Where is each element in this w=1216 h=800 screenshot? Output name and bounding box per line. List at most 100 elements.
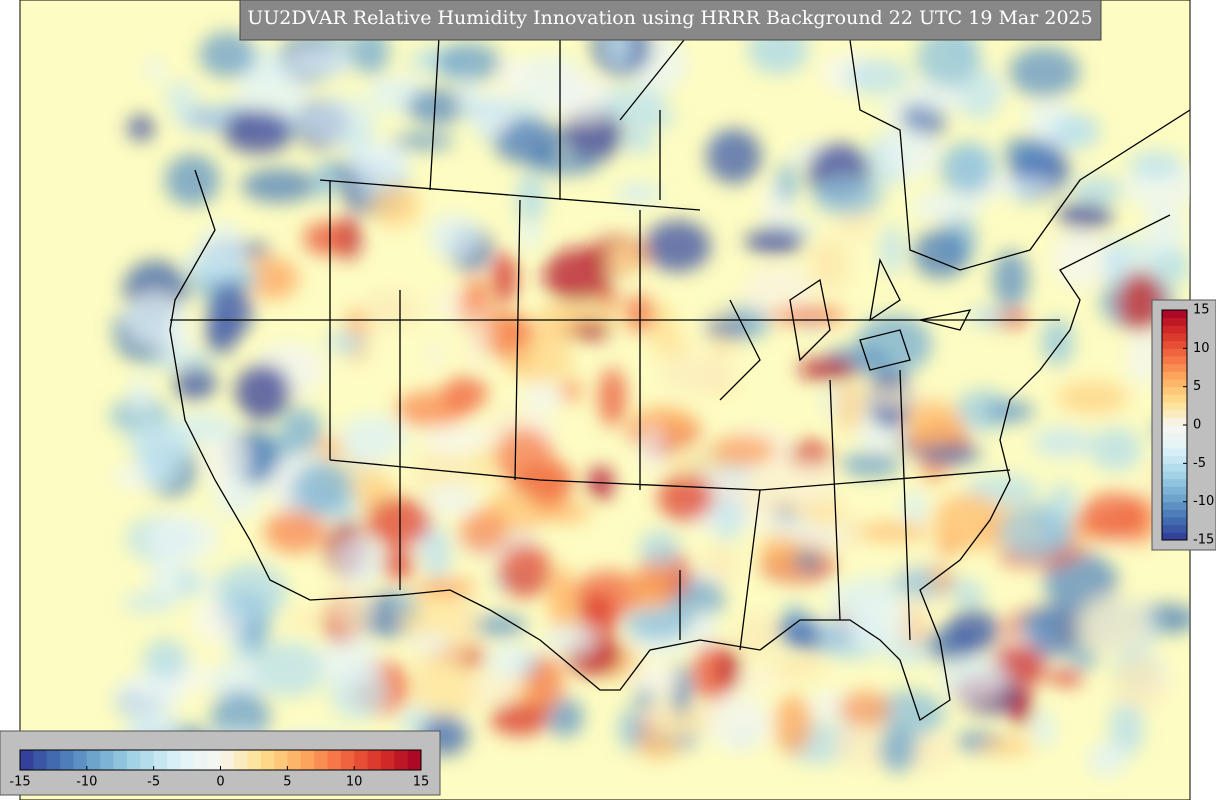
humidity-blob [933,493,1005,551]
humidity-blob [235,363,291,421]
humidity-blob [280,407,323,455]
humidity-blob [471,674,520,704]
humidity-blob [706,129,762,184]
humidity-blob [315,438,347,457]
humidity-blob [1150,249,1190,286]
humidity-blob [486,643,539,679]
humidity-blob [529,155,600,175]
humidity-blob [146,513,220,562]
humidity-blob [490,701,550,736]
colorbar-vertical: -15 -10 -5 0 5 10 15 [1151,299,1216,551]
humidity-blob [471,446,493,482]
humidity-blob [452,595,479,651]
humidity-blob [436,42,501,83]
title-box: UU2DVAR Relative Humidity Innovation usi… [239,0,1102,41]
humidity-blob [931,564,952,594]
colorbar-tick-label: -5 [147,775,160,790]
humidity-blob [794,550,822,571]
humidity-blob [775,162,799,204]
colorbar-segment [1162,317,1187,326]
humidity-blob [113,673,180,720]
humidity-blob [798,357,857,382]
humidity-blob [547,566,576,623]
humidity-blob [211,690,271,744]
humidity-blob [164,81,198,114]
colorbar-segment [314,750,328,770]
humidity-blob [235,68,310,124]
colorbar-segment [233,750,248,770]
humidity-blob [916,444,983,465]
humidity-blob [1033,710,1056,748]
title-background [239,0,1102,41]
humidity-blob [658,473,713,522]
humidity-blob [718,647,741,691]
humidity-blob [939,142,995,196]
humidity-blob [293,461,352,513]
humidity-blob [164,154,221,206]
humidity-blob [491,252,518,305]
colorbar-segment [1162,501,1187,510]
colorbar-tick-label: -5 [1193,456,1206,471]
humidity-blob [916,28,981,88]
humidity-blob [1089,427,1142,472]
humidity-blob [879,726,917,773]
humidity-blob [644,220,711,272]
humidity-blob [879,224,904,275]
humidity-blob [326,330,366,355]
humidity-blob [1075,594,1150,654]
humidity-blob [426,484,479,516]
humidity-blob [955,389,1011,432]
humidity-blob [967,306,1008,327]
humidity-blob [543,625,598,653]
humidity-blob [470,614,528,637]
map-title: UU2DVAR Relative Humidity Innovation usi… [247,7,1092,29]
colorbar-segment [407,750,422,770]
colorbar-segment [180,750,195,770]
colorbar-tick-label: 15 [413,775,430,790]
humidity-blob [771,460,838,511]
colorbar-tick-label: 10 [346,775,363,790]
colorbar-tick-label: -15 [9,775,30,790]
humidity-blob [427,214,481,260]
humidity-blob [902,399,963,450]
colorbar-tick-label: -10 [76,775,97,790]
colorbar-horizontal: -15 -10 -5 0 5 10 15 [0,730,441,796]
humidity-blob [1003,137,1053,167]
humidity-blob [736,670,781,688]
humidity-blob [350,139,409,188]
colorbar-segment [1162,409,1187,418]
colorbar-segment [1162,379,1187,388]
colorbar-segment [1162,509,1187,518]
humidity-blob [127,115,155,141]
humidity-blob [391,133,455,150]
colorbar-segment [1162,394,1187,403]
humidity-blob [529,458,570,514]
humidity-blob [365,496,431,548]
colorbar-segment [220,750,235,770]
colorbar-segment [1162,386,1187,395]
humidity-blob [744,227,805,254]
colorbar-segment [340,750,355,770]
humidity-blob [1057,202,1113,230]
humidity-blob [493,117,563,165]
colorbar-tick-label: 15 [1193,303,1210,318]
humidity-blob [768,515,813,538]
colorbar-segment [394,750,409,770]
colorbar-tick-label: 0 [216,775,224,790]
colorbar-segment [1162,486,1187,495]
humidity-blob [711,435,777,467]
colorbar-segment [300,750,315,770]
colorbar-segment [1162,402,1187,411]
humidity-blob [424,341,446,368]
humidity-blob [834,381,864,434]
humidity-blob [222,109,294,154]
humidity-blob [182,251,245,279]
colorbar-segment [1162,325,1187,334]
colorbar-segment [380,750,395,770]
humidity-blob [143,638,188,681]
humidity-blob [1008,46,1080,98]
humidity-blob [1109,698,1144,757]
humidity-blob [953,580,985,608]
humidity-blob [856,522,930,542]
humidity-blob [1144,206,1186,263]
